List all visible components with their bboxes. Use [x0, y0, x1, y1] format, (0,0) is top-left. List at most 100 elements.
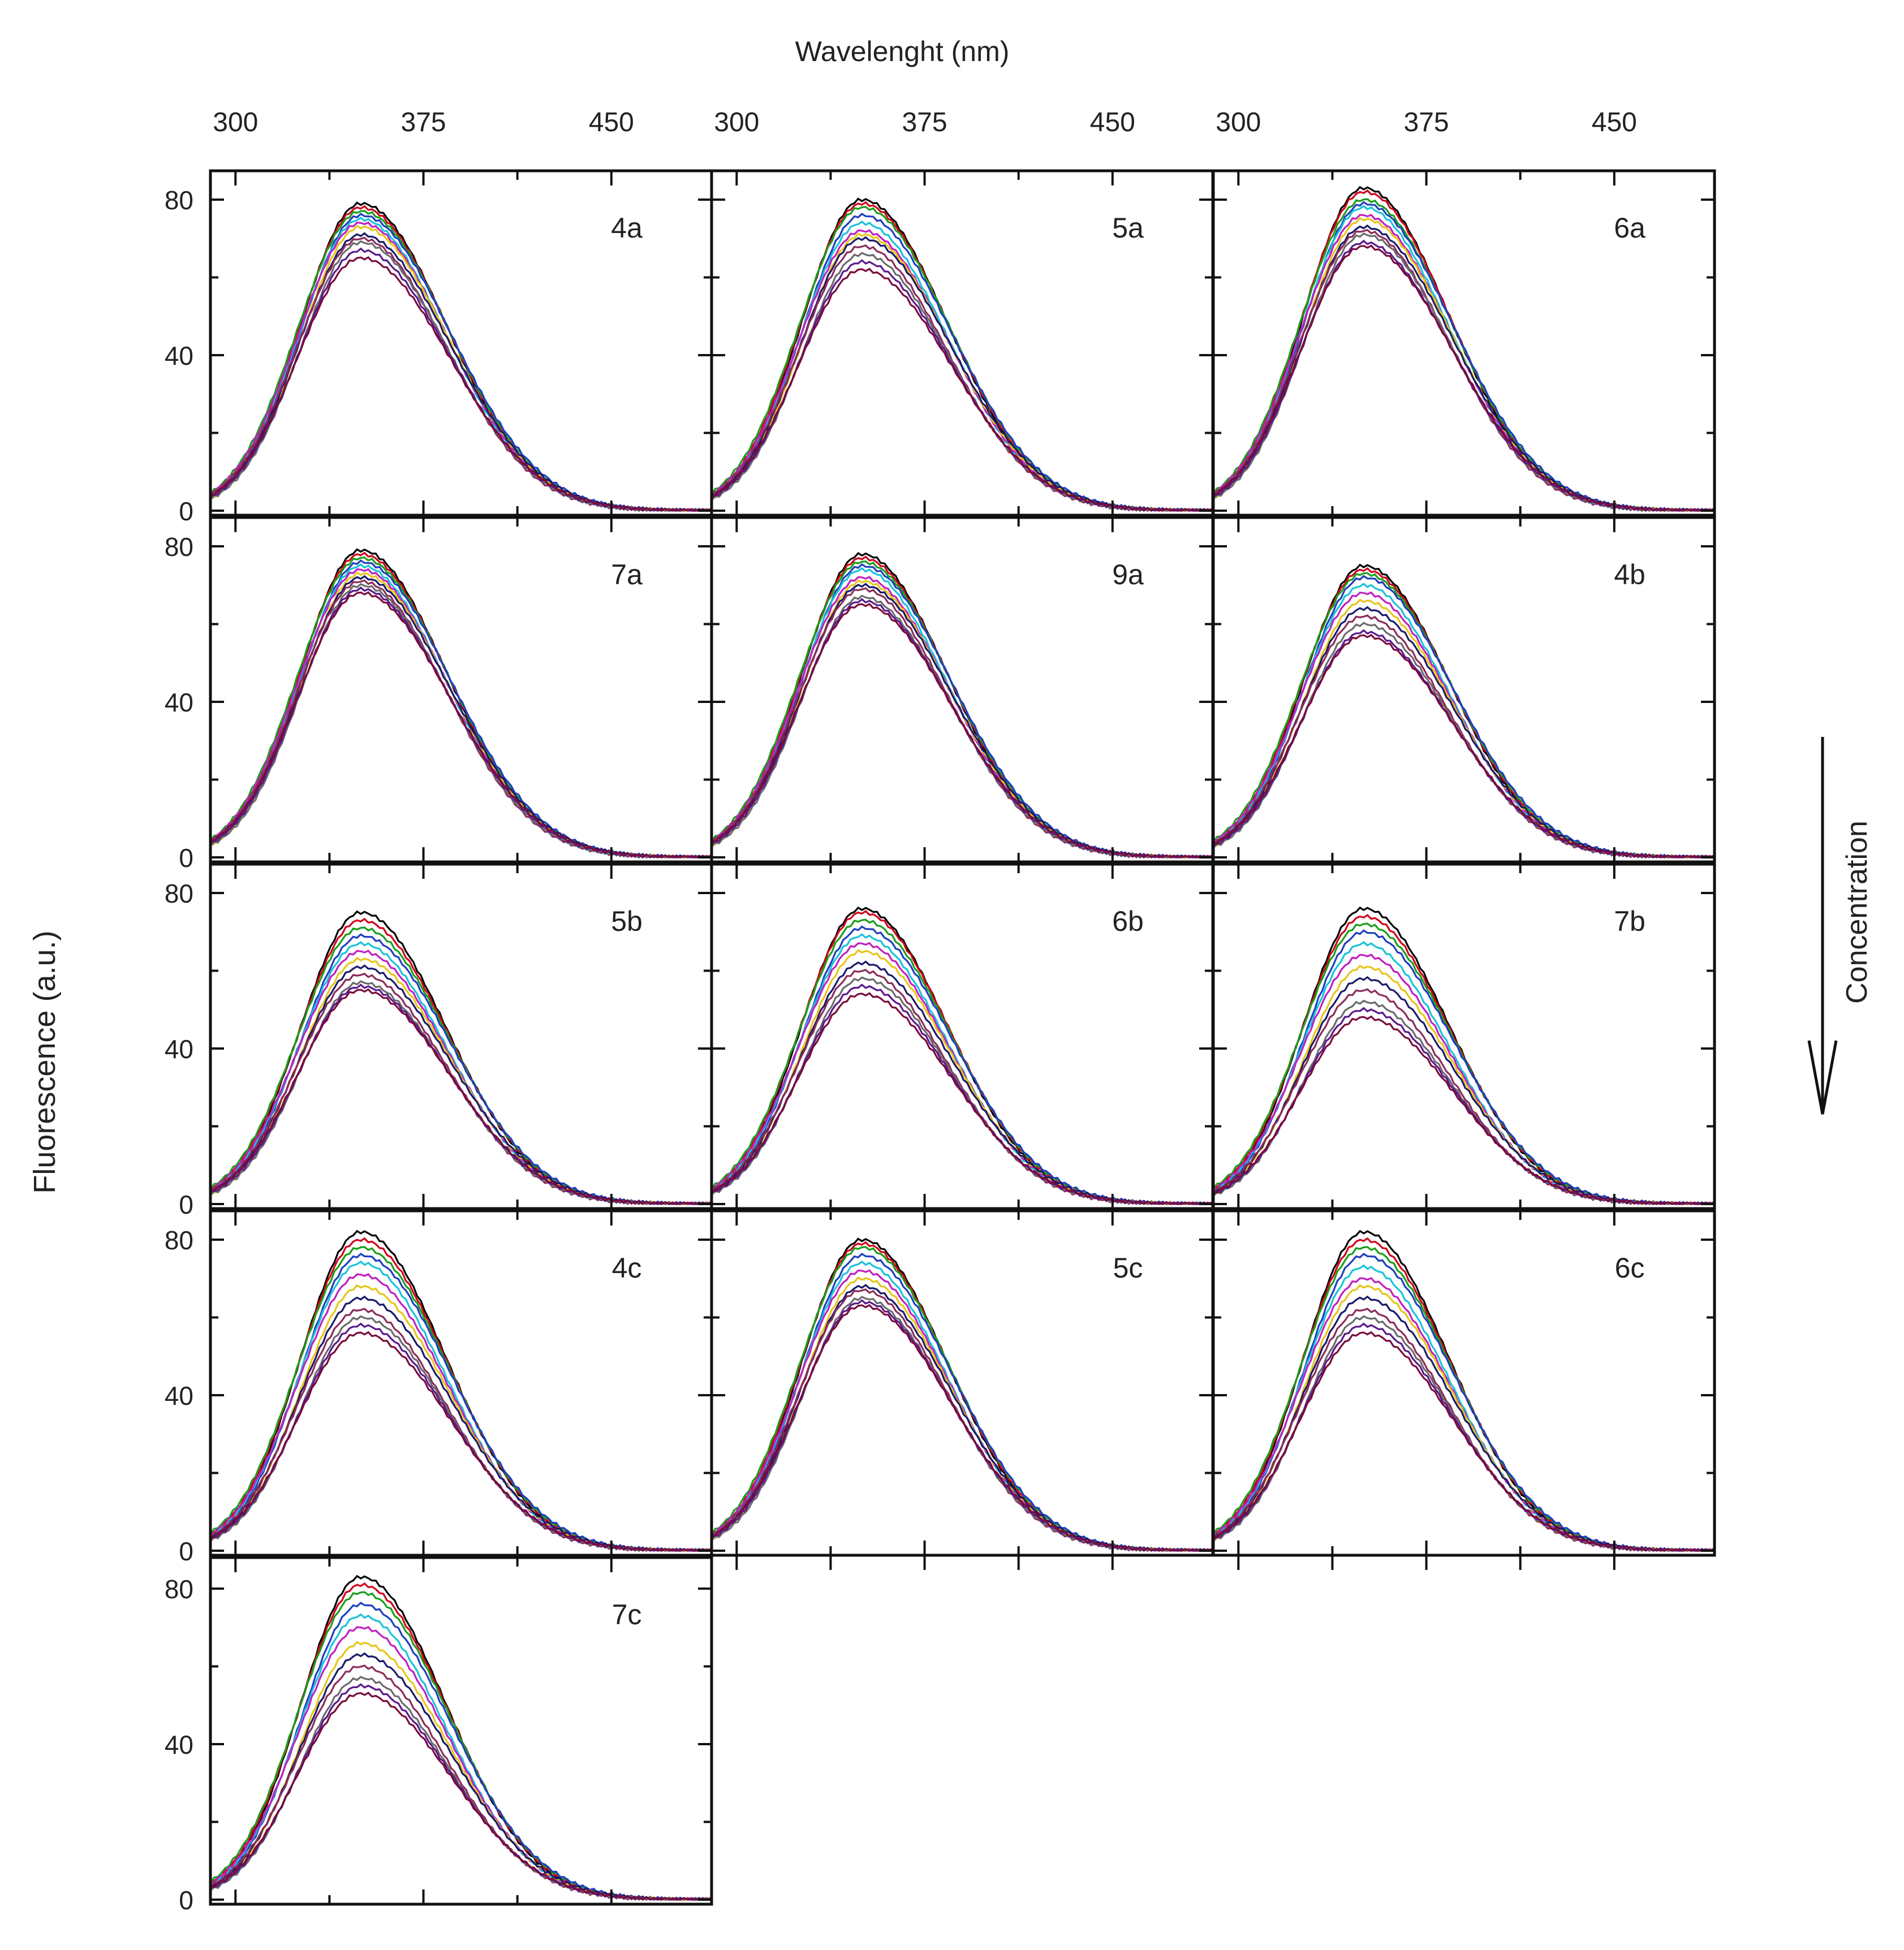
- curve-7b-11: [1213, 1007, 1713, 1205]
- panel-6b: 6b: [710, 862, 1214, 1210]
- y-tick-label: 0: [179, 1537, 193, 1566]
- x-tick-label: 450: [1090, 107, 1135, 137]
- empty-region-ticks: [735, 1555, 1616, 1570]
- panel-label: 7a: [611, 559, 643, 590]
- y-axis-title: Fluorescence (a.u.): [28, 930, 62, 1193]
- curve-6b-8: [711, 960, 1212, 1205]
- curve-6c-8: [1213, 1295, 1714, 1552]
- curve-5c-3: [710, 1246, 1212, 1552]
- concentration-label: Concentration: [1841, 821, 1873, 1004]
- panel-5c: 5c: [710, 1209, 1214, 1557]
- panel-frame: [1212, 1209, 1716, 1557]
- x-tick-label: 450: [589, 107, 634, 137]
- panel-label: 4c: [612, 1252, 642, 1284]
- curve-5c-12: [711, 1304, 1212, 1552]
- panel-4b: 4b: [1212, 516, 1716, 864]
- panel-label: 7c: [612, 1599, 642, 1630]
- curve-7b-3: [1212, 922, 1714, 1205]
- curve-6a-12: [1213, 244, 1714, 512]
- curve-4b-11: [1213, 629, 1713, 858]
- y-tick-label: 40: [165, 1034, 193, 1064]
- panel-7a: 0 40 80 7a: [165, 516, 713, 873]
- curve-7b-12: [1213, 1015, 1714, 1205]
- curve-7c-12: [210, 1692, 711, 1901]
- curve-9a-6: [711, 576, 1212, 858]
- curve-7a-12: [210, 591, 711, 858]
- curve-5b-3: [209, 926, 711, 1205]
- curve-7c-5: [210, 1613, 711, 1901]
- curve-4a-12: [210, 256, 711, 512]
- curve-4c-8: [210, 1295, 711, 1552]
- curve-7a-2: [209, 551, 711, 858]
- curve-6a-6: [1213, 213, 1714, 512]
- curve-5a-2: [710, 201, 1212, 512]
- panel-label: 5a: [1112, 212, 1144, 244]
- curve-4c-11: [210, 1322, 710, 1552]
- curve-9a-3: [710, 560, 1212, 858]
- curve-4c-3: [209, 1246, 711, 1552]
- curve-6b-11: [711, 983, 1212, 1205]
- x-tick-label: 375: [1404, 107, 1449, 137]
- panel-label: 4b: [1614, 559, 1645, 590]
- panel-label: 5c: [1113, 1252, 1143, 1284]
- curve-5b-12: [210, 988, 711, 1205]
- curve-6c-12: [1213, 1331, 1714, 1552]
- curve-9a-12: [711, 602, 1212, 858]
- curve-6c-11: [1213, 1322, 1713, 1552]
- x-tick-label: 375: [902, 107, 947, 137]
- x-axis-title: Wavelenght (nm): [795, 36, 1010, 67]
- panel-label: 4a: [611, 212, 643, 244]
- y-tick-label: 80: [165, 532, 193, 562]
- curve-7a-6: [210, 568, 711, 858]
- panel-frame: [209, 1556, 713, 1906]
- curve-5a-12: [711, 268, 1212, 512]
- concentration-arrow: [1807, 737, 1838, 1115]
- x-tick-label: 450: [1592, 107, 1637, 137]
- curve-6c-2: [1212, 1237, 1714, 1552]
- panel-label: 6b: [1112, 905, 1144, 937]
- y-tick-label: 80: [165, 879, 193, 908]
- panel-7b: 7b: [1212, 862, 1716, 1210]
- y-tick-label: 40: [165, 1381, 193, 1410]
- y-tick-label: 80: [165, 185, 193, 215]
- curve-4b-8: [1213, 606, 1714, 858]
- curve-5a-3: [710, 206, 1212, 512]
- panel-label: 6c: [1615, 1252, 1645, 1284]
- y-tick-label: 80: [165, 1226, 193, 1255]
- curve-6b-12: [711, 992, 1212, 1205]
- x-tick-label: 375: [401, 107, 446, 137]
- panel-frame: [1212, 862, 1716, 1210]
- curve-4c-12: [210, 1331, 711, 1552]
- panel-label: 9a: [1112, 559, 1144, 590]
- panels-layer: 0 40 80 300 375 450 4a 300 375 450 5a 300 375 450 6a 0 4…: [165, 107, 1716, 1915]
- curve-4b-12: [1213, 633, 1714, 858]
- y-tick-label: 0: [179, 497, 193, 526]
- x-tick-label: 300: [1216, 107, 1261, 137]
- y-tick-label: 40: [165, 341, 193, 370]
- curve-4a-2: [209, 205, 711, 512]
- curve-9a-2: [710, 555, 1212, 858]
- y-tick-label: 0: [179, 1190, 193, 1219]
- curve-4c-2: [209, 1237, 711, 1552]
- curve-7c-3: [209, 1591, 711, 1901]
- curve-7b-8: [1213, 976, 1714, 1205]
- panel-5b: 0 40 80 5b: [165, 862, 713, 1219]
- curve-4b-2: [1212, 567, 1714, 858]
- panel-5a: 300 375 450 5a: [710, 107, 1214, 517]
- panel-9a: 9a: [710, 516, 1214, 864]
- panel-label: 6a: [1614, 212, 1645, 244]
- y-tick-label: 40: [165, 688, 193, 717]
- panel-6a: 300 375 450 6a: [1212, 107, 1716, 517]
- y-tick-label: 0: [179, 843, 193, 873]
- panel-4c: 0 40 80 4c: [165, 1209, 713, 1566]
- y-tick-label: 40: [165, 1730, 193, 1759]
- curve-5a-6: [711, 229, 1212, 512]
- panel-label: 7b: [1614, 905, 1645, 937]
- y-tick-label: 0: [179, 1886, 193, 1915]
- x-tick-label: 300: [213, 107, 258, 137]
- curve-5b-8: [210, 964, 711, 1205]
- curve-5c-2: [710, 1241, 1212, 1552]
- panel-label: 5b: [611, 905, 643, 937]
- curve-7c-11: [210, 1683, 710, 1901]
